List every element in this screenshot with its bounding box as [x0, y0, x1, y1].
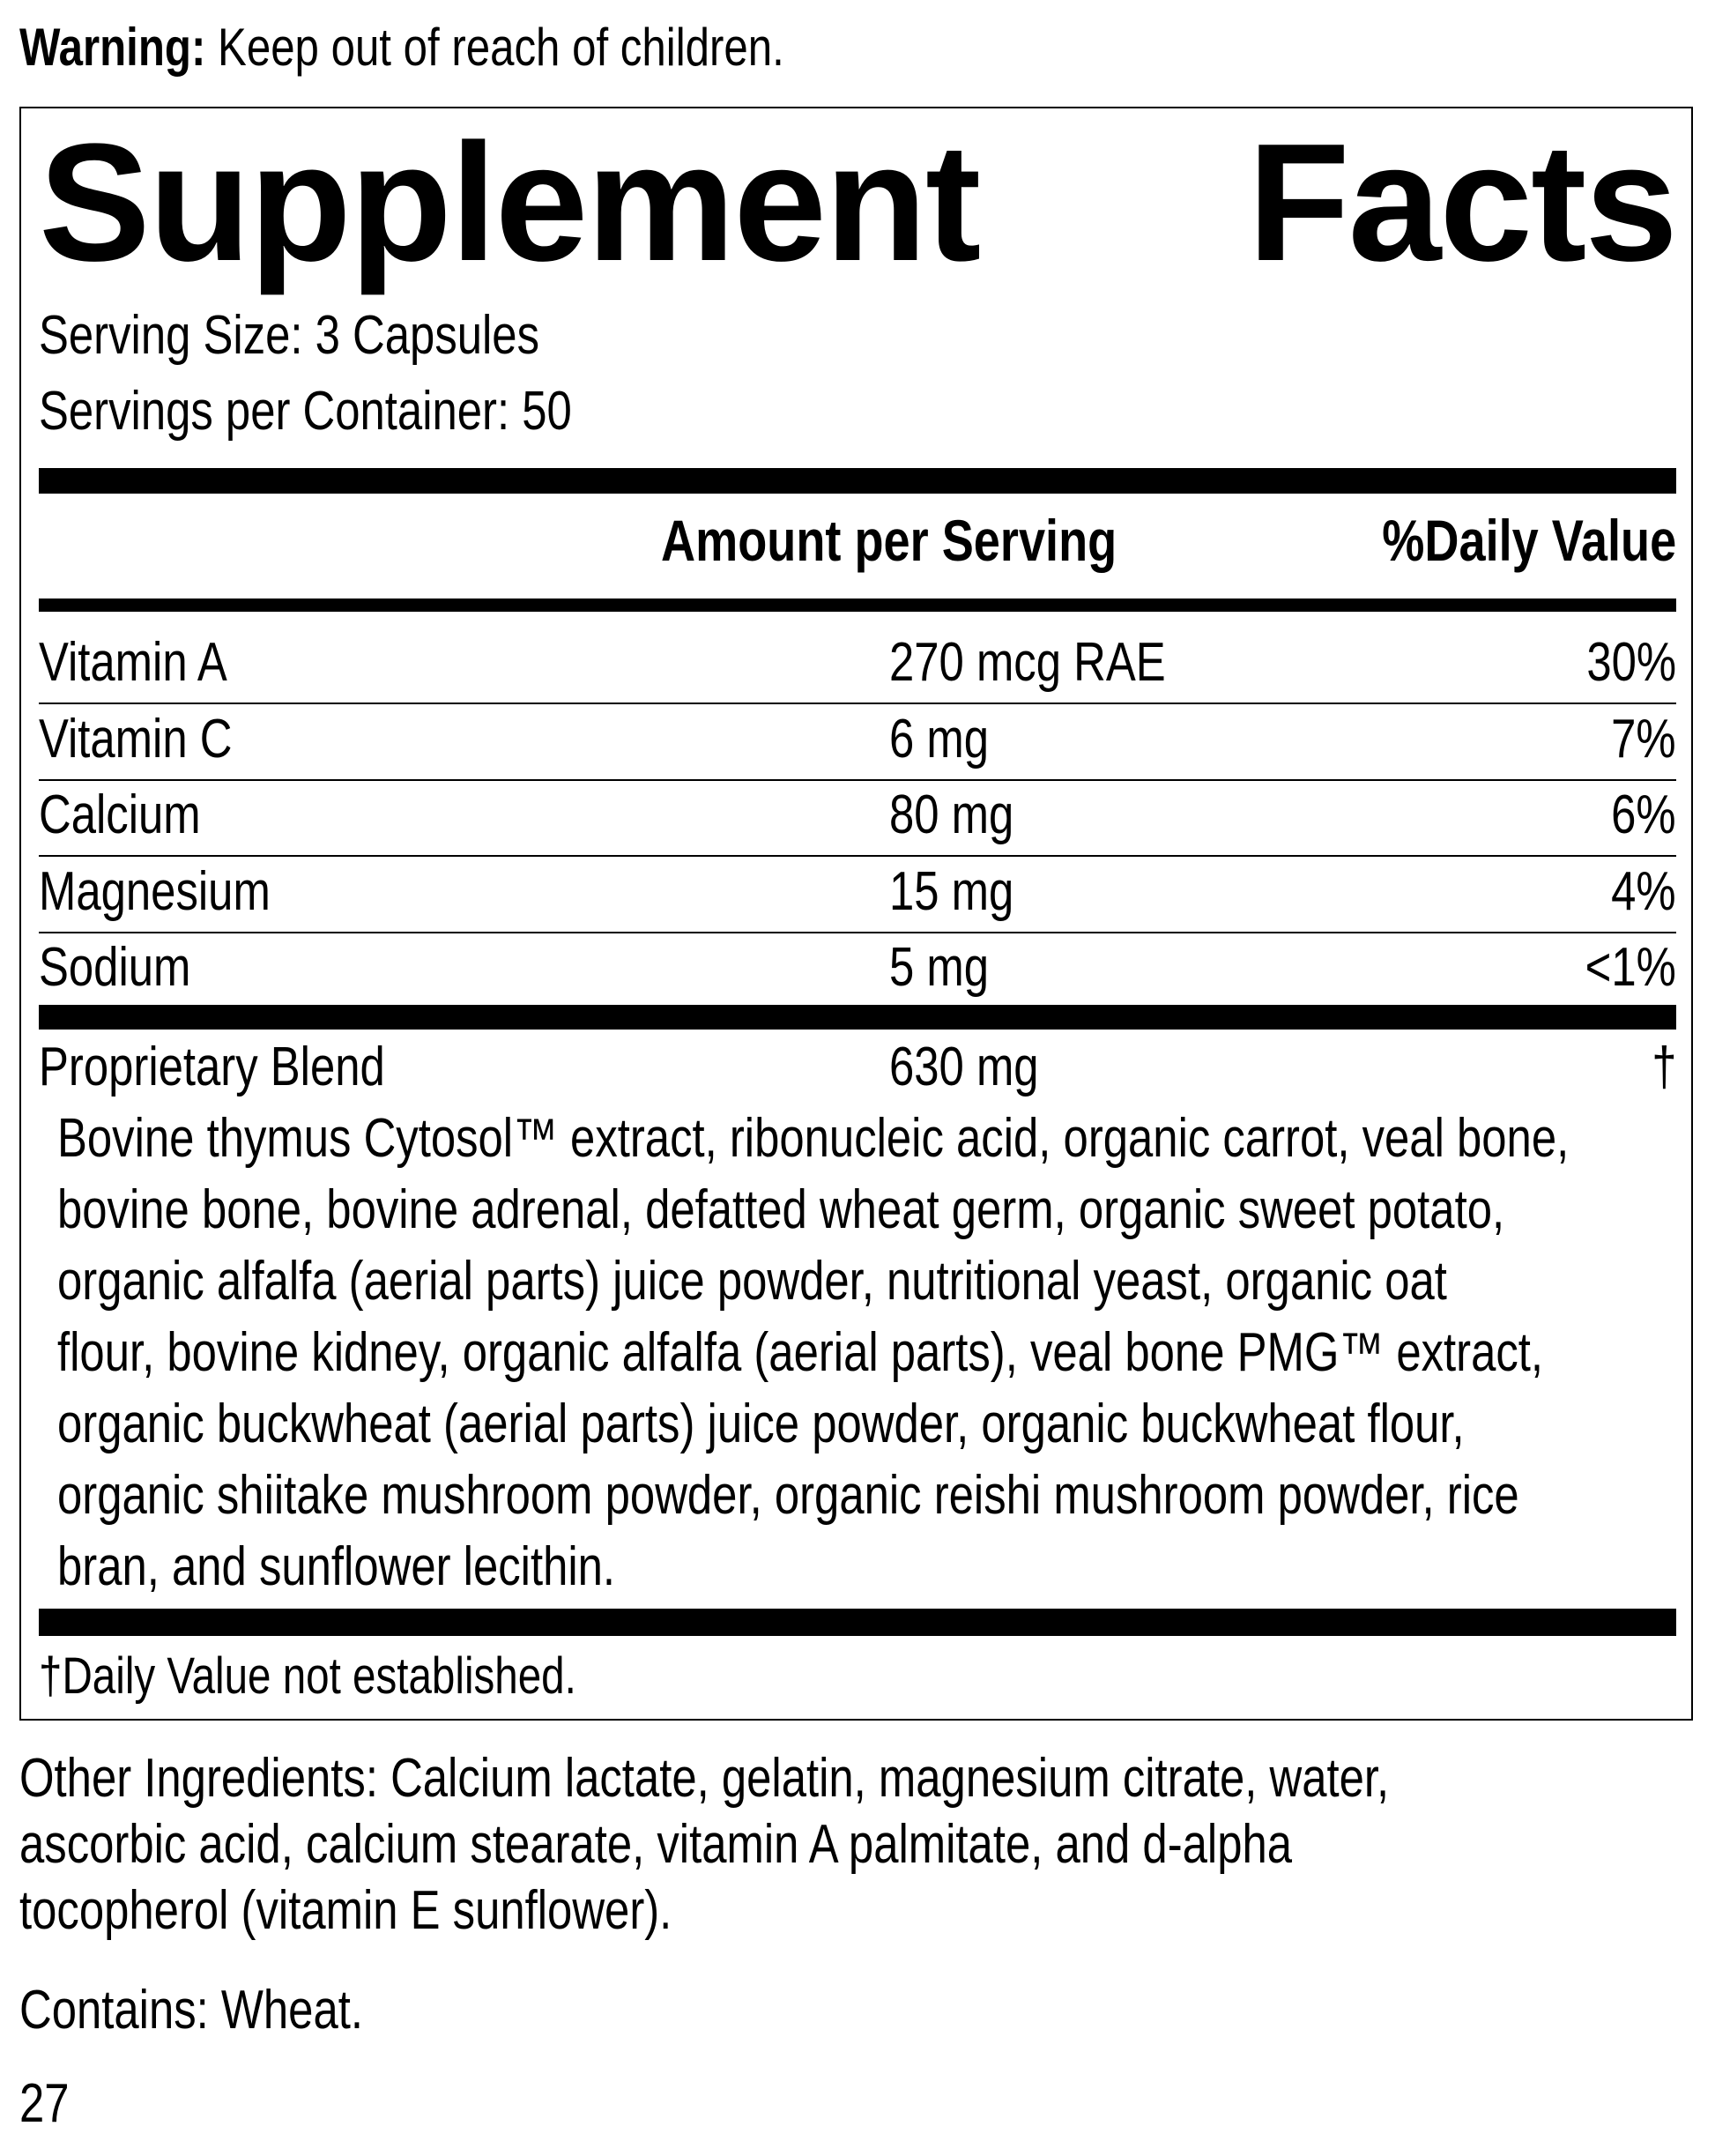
blend-daily-value: † — [1651, 1037, 1676, 1097]
nutrient-daily-value: 7% — [1611, 708, 1676, 769]
thick-rule — [39, 1005, 1676, 1030]
warning-label: Warning: — [19, 18, 206, 77]
contains: Contains: Wheat. — [19, 1980, 363, 2041]
nutrient-daily-value: 6% — [1611, 784, 1676, 845]
nutrient-amount: 270 mcg RAE — [889, 632, 1166, 693]
page-number: 27 — [19, 2073, 70, 2134]
medium-rule — [39, 598, 1676, 612]
header-daily-value: %Daily Value — [1382, 508, 1676, 573]
thin-rule — [39, 703, 1676, 704]
blend-line: organic alfalfa (aerial parts) juice pow… — [57, 1251, 1447, 1312]
warning-text: Keep out of reach of children. — [218, 18, 784, 77]
nutrient-name: Magnesium — [39, 860, 271, 922]
nutrient-daily-value: 4% — [1611, 860, 1676, 922]
ingredients-line: Other Ingredients: Calcium lactate, gela… — [19, 1748, 1390, 1809]
nutrient-daily-value: 30% — [1586, 632, 1676, 693]
blend-line: bran, and sunflower lecithin. — [57, 1536, 616, 1597]
servings-per-container: Servings per Container: 50 — [39, 381, 572, 442]
nutrient-amount: 80 mg — [889, 784, 1014, 845]
blend-line: organic buckwheat (aerial parts) juice p… — [57, 1394, 1465, 1454]
warning: Warning: Keep out of reach of children. — [19, 21, 784, 74]
header-amount: Amount per Serving — [661, 508, 1117, 573]
blend-line: bovine bone, bovine adrenal, defatted wh… — [57, 1179, 1505, 1240]
facts-box — [19, 107, 1693, 1721]
serving-size: Serving Size: 3 Capsules — [39, 305, 540, 366]
footnote: †Daily Value not established. — [39, 1647, 576, 1705]
thin-rule — [39, 931, 1676, 933]
blend-amount: 630 mg — [889, 1037, 1039, 1097]
nutrient-name: Calcium — [39, 784, 201, 845]
blend-name: Proprietary Blend — [39, 1037, 385, 1097]
blend-line: flour, bovine kidney, organic alfalfa (a… — [57, 1322, 1544, 1383]
ingredients-line: tocopherol (vitamin E sunflower). — [19, 1880, 672, 1941]
nutrient-name: Sodium — [39, 937, 191, 998]
nutrient-daily-value: <1% — [1585, 937, 1676, 998]
nutrient-name: Vitamin A — [39, 632, 227, 693]
thick-rule — [39, 468, 1676, 494]
facts-title: Supplement Facts — [39, 109, 1678, 296]
thin-rule — [39, 855, 1676, 857]
nutrient-name: Vitamin C — [39, 708, 233, 769]
thick-rule — [39, 1609, 1676, 1636]
nutrient-amount: 15 mg — [889, 860, 1014, 922]
nutrient-amount: 5 mg — [889, 937, 990, 998]
blend-line: Bovine thymus Cytosol™ extract, ribonucl… — [57, 1108, 1570, 1169]
thin-rule — [39, 778, 1676, 781]
blend-line: organic shiitake mushroom powder, organi… — [57, 1465, 1519, 1526]
ingredients-line: ascorbic acid, calcium stearate, vitamin… — [19, 1814, 1293, 1875]
nutrient-amount: 6 mg — [889, 708, 990, 769]
